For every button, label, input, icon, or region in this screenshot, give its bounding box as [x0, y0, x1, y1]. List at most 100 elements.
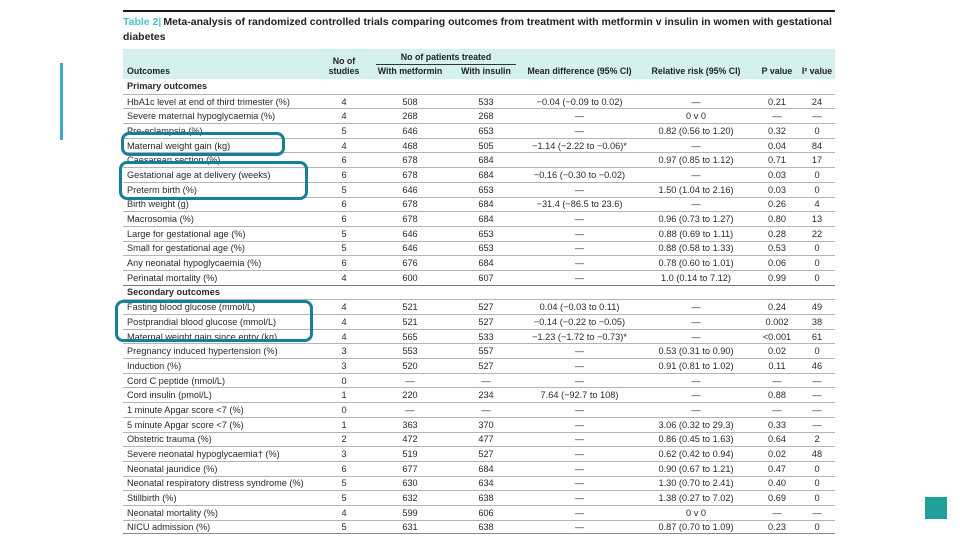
- value-cell: 1.30 (0.70 to 2.41): [658, 478, 734, 489]
- value-cell: 0.28: [768, 228, 786, 239]
- value-cell: 6: [341, 169, 347, 180]
- table-title: Table 2| Meta-analysis of randomized cont…: [123, 15, 835, 45]
- value-cell: 268: [478, 111, 494, 122]
- table-row: Maternal weight gain since entry (kg) 4 56…: [123, 328, 835, 344]
- value-cell: —: [812, 390, 822, 401]
- outcome-cell: Cord insulin (pmol/L): [127, 390, 212, 401]
- value-cell: 46: [811, 360, 823, 371]
- table-row: HbA1c level at end of third trimester (%…: [123, 93, 835, 109]
- outcome-cell: Pre-eclampsia (%): [127, 125, 203, 136]
- table-row: Neonatal jaundice (%) 6 677 684 — 0.90 (0.67 …: [123, 460, 835, 476]
- outcome-cell: NICU admission (%): [127, 521, 211, 532]
- value-cell: 646: [402, 184, 418, 195]
- table-row: 5 minute Apgar score <7 (%) 1 363 370 — 3.06 …: [123, 416, 835, 432]
- outcome-cell: HbA1c level at end of third trimester (%…: [127, 96, 290, 107]
- value-cell: —: [691, 375, 701, 386]
- accent-line: [60, 63, 63, 140]
- value-cell: —: [574, 272, 585, 283]
- outcome-cell: 1 minute Apgar score <7 (%): [127, 404, 244, 415]
- value-cell: —: [405, 404, 415, 415]
- corner-square: [925, 497, 947, 519]
- value-cell: 646: [402, 228, 418, 239]
- table-title-text: Meta-analysis of randomized controlled t…: [123, 16, 832, 43]
- value-cell: 0.96 (0.73 to 1.27): [658, 214, 734, 225]
- value-cell: 4: [341, 507, 347, 518]
- section-header: Secondary outcomes: [123, 284, 835, 300]
- value-cell: —: [812, 375, 822, 386]
- value-cell: 653: [478, 125, 494, 136]
- value-cell: 684: [478, 155, 494, 166]
- value-cell: 0.78 (0.60 to 1.01): [658, 258, 734, 269]
- value-cell: 677: [402, 463, 418, 474]
- value-cell: 521: [402, 302, 418, 313]
- value-cell: —: [574, 478, 585, 489]
- value-cell: 0.53: [768, 243, 786, 254]
- value-cell: 0.26: [768, 199, 786, 210]
- table-row: Pre-eclampsia (%) 5 646 653 — 0.82 (0.56 to 1…: [123, 123, 835, 138]
- value-cell: 0.88: [768, 390, 786, 401]
- col-with-metformin: With metformin: [377, 66, 443, 76]
- value-cell: 676: [402, 258, 418, 269]
- outcome-cell: Maternal weight gain since entry (kg): [127, 331, 278, 342]
- value-cell: —: [691, 140, 701, 151]
- value-cell: 0.97 (0.85 to 1.12): [658, 155, 734, 166]
- value-cell: 4: [341, 140, 347, 151]
- value-cell: 234: [478, 390, 494, 401]
- value-cell: 653: [478, 243, 494, 254]
- outcome-cell: Neonatal mortality (%): [127, 507, 218, 518]
- outcome-cell: Induction (%): [127, 360, 182, 371]
- table-number-label: Table 2|: [123, 16, 162, 28]
- value-cell: 5: [341, 478, 347, 489]
- table-row: Severe maternal hypoglycaemia (%) 4 268 268…: [123, 108, 835, 123]
- value-cell: 0.88 (0.69 to 1.11): [658, 228, 734, 239]
- value-cell: 684: [478, 169, 494, 180]
- value-cell: 0.80: [768, 214, 786, 225]
- value-cell: —: [574, 258, 585, 269]
- value-cell: 0: [814, 463, 820, 474]
- table-row: Cord insulin (pmol/L) 1 220 234 7.64 (−92.7 …: [123, 387, 835, 402]
- table-row: Fasting blood glucose (mmol/L) 4 521 527 0.0…: [123, 299, 835, 314]
- value-cell: 678: [402, 214, 418, 225]
- table-row: Preterm birth (%) 5 646 653 — 1.50 (1.04 to 2…: [123, 181, 835, 197]
- value-cell: 13: [811, 214, 823, 225]
- value-cell: 527: [478, 302, 494, 313]
- value-cell: 0.71: [768, 155, 786, 166]
- outcome-cell: Neonatal respiratory distress syndrome (…: [127, 478, 304, 489]
- table-figure: Table 2| Meta-analysis of randomized cont…: [123, 10, 835, 535]
- value-cell: 0: [814, 169, 820, 180]
- outcome-cell: Preterm birth (%): [127, 184, 197, 195]
- value-cell: −1.23 (−1.72 to −0.73)*: [532, 331, 627, 342]
- value-cell: 600: [402, 272, 418, 283]
- table-row: Stillbirth (%) 5 632 638 — 1.38 (0.27 to 7.02…: [123, 490, 835, 505]
- outcome-cell: Maternal weight gain (kg): [127, 140, 231, 151]
- value-cell: —: [691, 316, 701, 327]
- value-cell: 678: [402, 155, 418, 166]
- value-cell: 468: [402, 140, 418, 151]
- value-cell: —: [812, 419, 822, 430]
- value-cell: 632: [402, 493, 418, 504]
- value-cell: 684: [478, 199, 494, 210]
- value-cell: 84: [811, 140, 823, 151]
- outcome-cell: Birth weight (g): [127, 199, 189, 210]
- value-cell: —: [574, 507, 585, 518]
- value-cell: 653: [478, 228, 494, 239]
- value-cell: 3.06 (0.32 to 29.3): [658, 419, 734, 430]
- value-cell: −0.04 (−0.09 to 0.02): [536, 96, 623, 107]
- value-cell: —: [772, 507, 782, 518]
- value-cell: 0.62 (0.42 to 0.94): [658, 449, 734, 460]
- value-cell: 0.53 (0.31 to 0.90): [658, 346, 734, 357]
- value-cell: —: [691, 199, 701, 210]
- table-row: Severe neonatal hypoglycaemia† (%) 3 519 52…: [123, 446, 835, 461]
- col-patients-treated-label: No of patients treated: [376, 52, 516, 65]
- value-cell: 0.88 (0.58 to 1.33): [658, 243, 734, 254]
- value-cell: —: [481, 375, 491, 386]
- table-row: Postprandial blood glucose (mmol/L) 4 521 5…: [123, 314, 835, 329]
- value-cell: 3: [341, 346, 347, 357]
- section-header-label: Primary outcomes: [127, 81, 208, 92]
- value-cell: —: [812, 404, 822, 415]
- value-cell: 477: [478, 434, 494, 445]
- value-cell: 0: [814, 493, 820, 504]
- value-cell: 684: [478, 463, 494, 474]
- value-cell: 0.23: [768, 521, 786, 532]
